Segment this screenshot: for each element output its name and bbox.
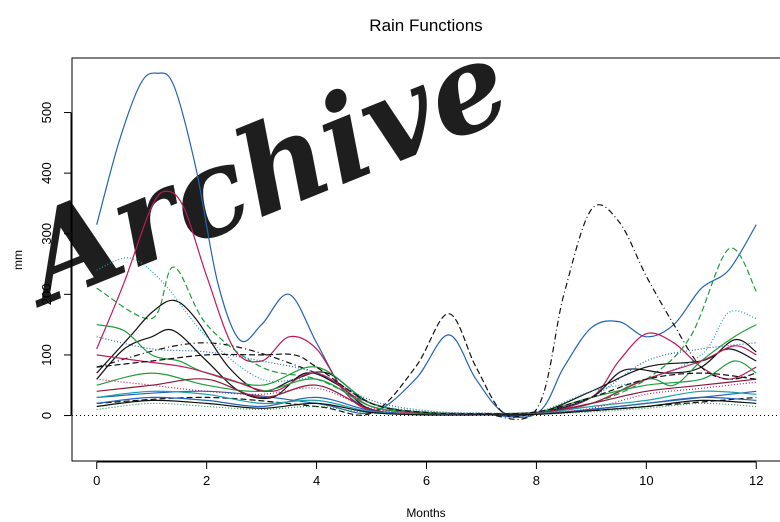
y-tick-label: 200 — [39, 283, 54, 305]
x-tick-label: 4 — [313, 473, 320, 488]
y-axis: 0 100 200 300 400 500 — [39, 102, 72, 419]
y-tick-label: 100 — [39, 344, 54, 366]
y-tick-label: 400 — [39, 162, 54, 184]
y-tick-label: 300 — [39, 223, 54, 245]
x-tick-label: 8 — [533, 473, 540, 488]
x-axis: 0 2 4 6 8 10 12 — [93, 461, 764, 488]
series-line-20 — [96, 399, 757, 416]
series-line-3 — [96, 204, 757, 420]
series-line-10 — [96, 257, 757, 415]
x-tick-label: 6 — [423, 473, 430, 488]
y-tick-label: 500 — [39, 102, 54, 124]
plot-frame — [71, 57, 780, 462]
x-tick-label: 10 — [639, 473, 653, 488]
y-tick-label: 0 — [39, 412, 54, 419]
chart-title: Rain Functions — [369, 16, 482, 35]
series-line-12 — [96, 336, 757, 415]
x-tick-label: 12 — [749, 473, 763, 488]
x-tick-label: 0 — [93, 473, 100, 488]
series-layer — [96, 72, 757, 420]
series-line-2 — [96, 190, 757, 416]
x-tick-label: 2 — [203, 473, 210, 488]
y-axis-label: mm — [11, 250, 25, 270]
archive-watermark: Archive — [0, 10, 528, 335]
x-axis-label: Months — [406, 506, 445, 520]
